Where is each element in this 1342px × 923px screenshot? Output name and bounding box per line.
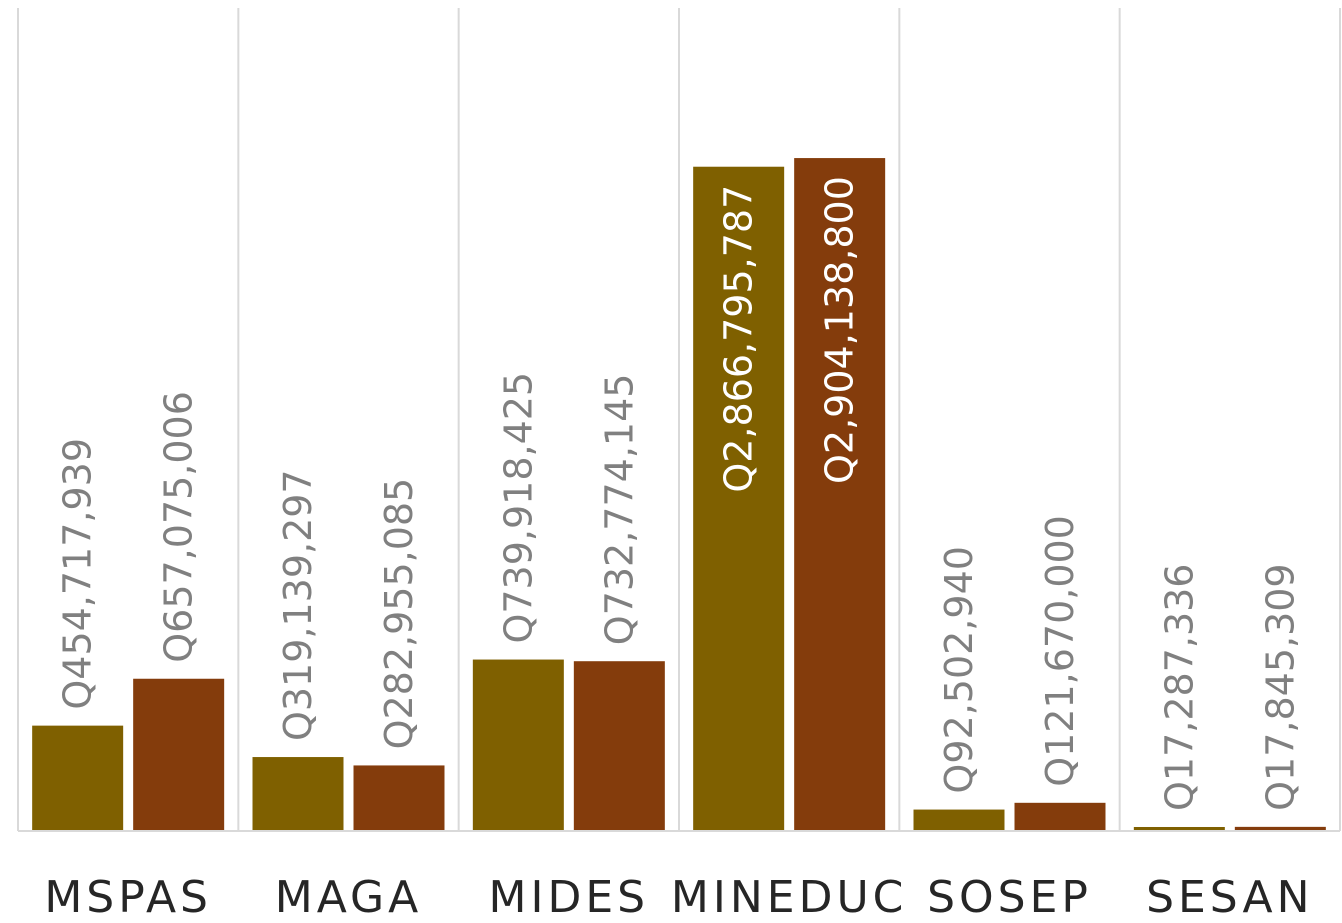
bar-mineduc-series-1 [693,166,785,831]
bar-mides-series-2 [573,661,665,831]
value-label: Q2,904,138,800 [818,176,862,484]
category-labels-group: MSPAS MAGA MIDES MINEDUC SOSEP SESAN [44,872,1314,923]
value-label: Q282,955,085 [377,478,421,750]
value-labels-group: Q454,717,939 Q657,075,006 Q319,139,297 Q282… [56,176,1303,811]
value-label: Q2,866,795,787 [717,185,761,493]
value-label: Q657,075,006 [157,391,201,663]
value-label: Q92,502,940 [937,546,981,793]
bar-mides-series-1 [472,659,564,831]
value-label: Q121,670,000 [1038,515,1082,787]
bar-mineduc-series-2 [794,158,886,831]
category-label-sesan: SESAN [1146,872,1314,923]
bar-sesan-series-2 [1234,826,1326,831]
bars-group [32,158,1326,831]
bar-sesan-series-1 [1133,826,1225,831]
bar-maga-series-2 [353,765,445,831]
category-label-mineduc: MINEDUC [671,872,907,923]
value-label: Q454,717,939 [56,438,100,710]
bar-sosep-series-1 [913,809,1005,831]
category-label-sosep: SOSEP [927,872,1092,923]
value-label: Q739,918,425 [496,372,540,644]
bar-mspas-series-2 [133,678,225,831]
category-label-mides: MIDES [489,872,650,923]
value-label: Q17,845,309 [1258,563,1302,810]
value-label: Q319,139,297 [276,469,320,741]
bar-sosep-series-2 [1014,802,1106,831]
value-label: Q732,774,145 [597,374,641,646]
bar-maga-series-1 [252,757,344,831]
category-label-mspas: MSPAS [44,872,212,923]
value-label: Q17,287,336 [1157,564,1201,811]
category-separators [17,8,1341,831]
category-label-maga: MAGA [275,872,422,923]
bar-mspas-series-1 [32,725,124,831]
